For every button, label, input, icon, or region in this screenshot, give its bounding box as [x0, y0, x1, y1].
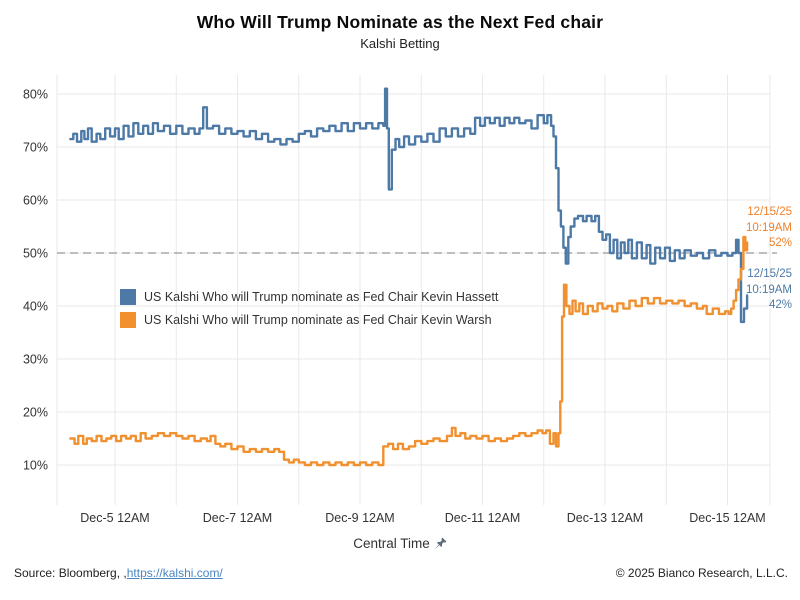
y-tick-label: 40% — [23, 300, 48, 314]
x-tick-label: Dec-9 12AM — [325, 511, 394, 525]
footer-source: Source: Bloomberg, ,https://kalshi.com/ — [14, 566, 223, 580]
x-tick-label: Dec-7 12AM — [203, 511, 272, 525]
warsh-annotation-value: 52% — [768, 237, 792, 249]
warsh-last-value-annotation: 12/15/25 10:19AM 52% — [746, 205, 792, 252]
warsh-annotation-time: 10:19AM — [745, 221, 792, 234]
x-axis-title-text: Central Time — [353, 536, 430, 551]
legend: US Kalshi Who will Trump nominate as Fed… — [120, 285, 498, 331]
x-axis-labels: Dec-5 12AM Dec-7 12AM Dec-9 12AM Dec-11 12A… — [80, 511, 765, 525]
warsh-annotation-date: 12/15/25 — [747, 206, 792, 218]
hassett-annotation-value: 42% — [768, 299, 792, 311]
legend-label-warsh: US Kalshi Who will Trump nominate as Fed… — [144, 312, 492, 327]
source-text: Source: Bloomberg, , — [14, 566, 127, 580]
chart-title: Who Will Trump Nominate as the Next Fed … — [196, 12, 604, 32]
y-tick-label: 60% — [23, 194, 48, 208]
y-tick-label: 70% — [23, 141, 48, 155]
hassett-series-line — [69, 87, 749, 324]
warsh-series-line — [69, 235, 749, 467]
y-axis-labels: 10% 20% 30% 40% 50% 60% 70% 80% — [23, 88, 48, 473]
hassett-annotation-date: 12/15/25 — [747, 268, 792, 280]
x-tick-label: Dec-11 12AM — [445, 511, 521, 525]
hassett-annotation-time: 10:19AM — [745, 283, 792, 296]
kalshi-link[interactable]: https://kalshi.com/ — [126, 566, 223, 580]
y-tick-label: 50% — [23, 247, 48, 261]
chart-subtitle: Kalshi Betting — [360, 36, 440, 51]
pushpin-icon — [434, 537, 447, 550]
hassett-color-swatch — [120, 288, 136, 305]
x-tick-label: Dec-5 12AM — [80, 511, 149, 525]
legend-item-warsh: US Kalshi Who will Trump nominate as Fed… — [120, 308, 498, 331]
y-tick-label: 30% — [23, 353, 48, 367]
hassett-last-value-annotation: 12/15/25 10:19AM 42% — [746, 267, 792, 314]
y-tick-label: 80% — [23, 88, 48, 102]
x-tick-label: Dec-15 12AM — [689, 511, 765, 525]
y-tick-label: 10% — [23, 459, 48, 473]
legend-label-hassett: US Kalshi Who will Trump nominate as Fed… — [144, 289, 499, 304]
x-tick-label: Dec-13 12AM — [567, 511, 643, 525]
warsh-color-swatch — [120, 311, 136, 328]
legend-item-hassett: US Kalshi Who will Trump nominate as Fed… — [120, 285, 498, 308]
x-axis-title: Central Time — [0, 536, 800, 551]
footer-copyright: © 2025 Bianco Research, L.L.C. — [615, 566, 788, 580]
y-tick-label: 20% — [23, 406, 48, 420]
